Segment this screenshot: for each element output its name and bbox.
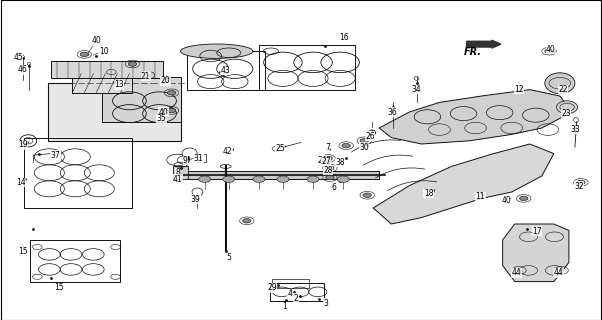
Text: 5: 5 bbox=[226, 253, 231, 262]
Circle shape bbox=[520, 196, 528, 201]
Text: 37: 37 bbox=[51, 151, 60, 160]
Text: 18: 18 bbox=[424, 189, 433, 198]
Circle shape bbox=[326, 166, 334, 170]
Text: 6: 6 bbox=[332, 183, 337, 192]
Text: 20: 20 bbox=[161, 76, 170, 85]
Text: 1: 1 bbox=[282, 302, 287, 311]
Text: 11: 11 bbox=[476, 192, 485, 201]
PathPatch shape bbox=[373, 144, 554, 224]
Ellipse shape bbox=[556, 101, 577, 114]
Text: 40: 40 bbox=[546, 45, 556, 54]
Text: 43: 43 bbox=[221, 66, 231, 75]
Bar bbox=[102, 77, 181, 122]
Bar bbox=[51, 61, 163, 78]
Text: 29: 29 bbox=[267, 284, 277, 292]
Circle shape bbox=[363, 193, 371, 197]
PathPatch shape bbox=[379, 90, 572, 144]
Text: 7: 7 bbox=[325, 143, 330, 152]
Text: 41: 41 bbox=[173, 175, 182, 184]
Text: 40: 40 bbox=[502, 196, 512, 204]
Text: 17: 17 bbox=[532, 227, 542, 236]
Text: 9: 9 bbox=[183, 156, 188, 164]
Circle shape bbox=[243, 219, 251, 223]
Text: 39: 39 bbox=[191, 195, 200, 204]
Text: 21: 21 bbox=[141, 72, 150, 81]
Text: 42: 42 bbox=[223, 147, 232, 156]
Circle shape bbox=[253, 176, 265, 182]
Text: 30: 30 bbox=[359, 143, 369, 152]
Text: 45: 45 bbox=[13, 53, 23, 62]
Text: 3: 3 bbox=[324, 299, 329, 308]
Text: 34: 34 bbox=[412, 85, 421, 94]
Text: 27: 27 bbox=[321, 157, 331, 166]
Text: 40: 40 bbox=[92, 36, 101, 45]
Text: 15: 15 bbox=[54, 284, 64, 292]
Text: 8: 8 bbox=[175, 168, 180, 177]
Text: 10: 10 bbox=[99, 47, 108, 56]
Text: 12: 12 bbox=[514, 85, 524, 94]
Text: 2: 2 bbox=[294, 294, 299, 303]
Ellipse shape bbox=[101, 68, 122, 76]
Bar bbox=[272, 279, 309, 288]
Text: 44: 44 bbox=[512, 268, 521, 277]
Circle shape bbox=[199, 176, 211, 182]
Circle shape bbox=[577, 180, 585, 185]
Circle shape bbox=[167, 91, 176, 95]
Bar bbox=[30, 240, 120, 282]
Bar bbox=[187, 51, 265, 90]
Circle shape bbox=[342, 143, 350, 148]
Text: 40: 40 bbox=[159, 108, 169, 116]
Text: 4: 4 bbox=[288, 289, 293, 298]
Text: 14: 14 bbox=[16, 178, 26, 187]
Text: 22: 22 bbox=[558, 85, 568, 94]
Bar bbox=[259, 45, 355, 90]
Bar bbox=[24, 138, 132, 208]
Circle shape bbox=[223, 176, 235, 182]
Bar bbox=[270, 283, 324, 301]
Ellipse shape bbox=[181, 44, 253, 59]
Bar bbox=[187, 171, 379, 179]
Text: 24: 24 bbox=[317, 156, 327, 164]
PathPatch shape bbox=[503, 224, 569, 282]
Ellipse shape bbox=[545, 73, 575, 94]
Circle shape bbox=[545, 49, 553, 53]
Bar bbox=[48, 83, 181, 141]
Text: 36: 36 bbox=[388, 108, 397, 116]
Text: 46: 46 bbox=[18, 65, 28, 74]
Text: 28: 28 bbox=[323, 166, 333, 175]
Circle shape bbox=[326, 175, 334, 180]
Text: 32: 32 bbox=[574, 182, 584, 191]
Bar bbox=[72, 74, 132, 93]
Circle shape bbox=[167, 108, 176, 113]
Circle shape bbox=[277, 176, 289, 182]
Circle shape bbox=[324, 156, 332, 161]
Text: 15: 15 bbox=[18, 247, 28, 256]
Circle shape bbox=[337, 176, 349, 182]
Text: 19: 19 bbox=[18, 140, 28, 149]
Circle shape bbox=[80, 52, 88, 57]
Circle shape bbox=[128, 62, 137, 66]
Text: 26: 26 bbox=[365, 132, 375, 140]
Text: 38: 38 bbox=[335, 158, 345, 167]
Text: 25: 25 bbox=[275, 144, 285, 153]
Text: 31: 31 bbox=[194, 154, 203, 163]
Circle shape bbox=[307, 176, 319, 182]
Bar bbox=[197, 154, 206, 162]
Text: FR.: FR. bbox=[464, 47, 482, 57]
Text: 23: 23 bbox=[561, 109, 571, 118]
FancyArrow shape bbox=[467, 40, 501, 48]
Text: 33: 33 bbox=[570, 125, 580, 134]
Text: 16: 16 bbox=[340, 33, 349, 42]
Text: 35: 35 bbox=[157, 114, 166, 123]
Bar bbox=[173, 166, 188, 179]
Text: 44: 44 bbox=[554, 268, 563, 277]
Text: 13: 13 bbox=[114, 80, 124, 89]
Circle shape bbox=[360, 139, 368, 143]
